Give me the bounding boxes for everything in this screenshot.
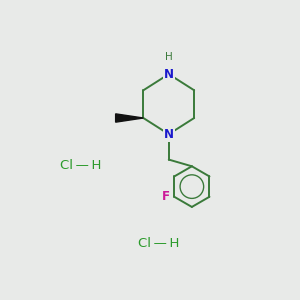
Text: H: H	[165, 52, 172, 62]
Text: Cl — H: Cl — H	[138, 237, 179, 250]
Polygon shape	[116, 114, 143, 122]
Text: Cl — H: Cl — H	[60, 159, 102, 172]
Text: F: F	[161, 190, 169, 203]
Text: N: N	[164, 128, 174, 141]
Text: N: N	[164, 68, 174, 81]
